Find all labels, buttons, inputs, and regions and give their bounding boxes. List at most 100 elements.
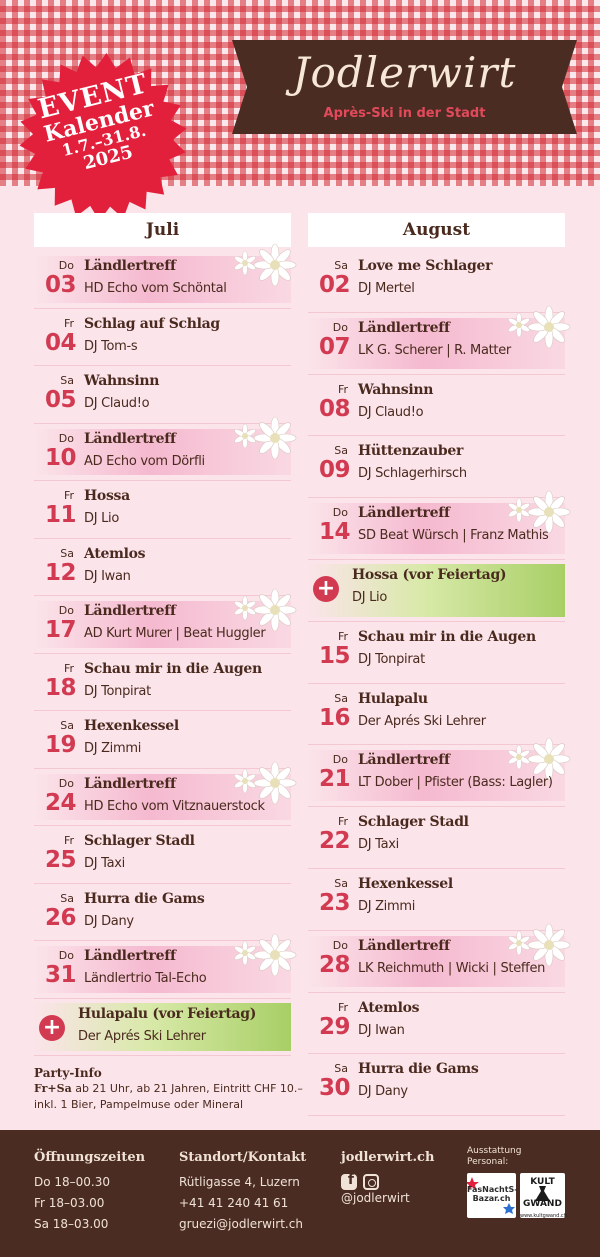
event-title: Ländlertreff — [358, 319, 450, 336]
jodlerwirt-logo[interactable]: Jodlerwirt Après-Ski in der Stadt — [232, 40, 577, 134]
event-weekday: Fr — [63, 489, 74, 502]
event-date: 14 — [318, 519, 351, 546]
edelweiss-icon — [508, 490, 571, 534]
web-social: jodlerwirt.ch @jodlerwirt — [341, 1147, 434, 1209]
event-performer: DJ Claud!o — [84, 396, 150, 411]
event-weekday: Sa — [334, 1062, 348, 1076]
event-row[interactable]: Fr 18 Schau mir in die Augen DJ Tonpirat — [34, 654, 291, 711]
email-link[interactable]: gruezi@jodlerwirt.ch — [179, 1217, 303, 1231]
hours-line: Fr 18–03.00 — [34, 1196, 105, 1210]
event-row[interactable]: Fr 08 Wahnsinn DJ Claud!o — [308, 375, 565, 437]
sponsor-label-line2: Personal: — [467, 1157, 509, 1167]
event-title: Schlager Stadl — [358, 814, 469, 831]
event-weekday: Fr — [337, 1000, 348, 1014]
event-row[interactable]: Do 07 Ländlertreff LK G. Scherer | R. Matte… — [308, 305, 571, 375]
event-kalender-badge: EVENT Kalender 1.7.–31.8. 2025 — [0, 34, 206, 240]
event-title: Hossa — [84, 488, 130, 504]
event-weekday: Sa — [334, 876, 348, 890]
sponsor-fasnachtsbazar-logo[interactable]: FasNachtS-Bazar.ch — [465, 1173, 518, 1218]
event-title: Ländlertreff — [84, 948, 176, 964]
event-row[interactable]: Sa 12 Atemlos DJ Iwan — [34, 539, 291, 596]
opening-hours: Öffnungszeiten Do 18–00.30 Fr 18–03.00 S… — [34, 1147, 145, 1235]
event-row[interactable]: Sa 16 Hulapalu Der Aprés Ski Lehrer — [308, 684, 565, 746]
event-title: Wahnsinn — [84, 373, 160, 389]
event-performer: Der Aprés Ski Lehrer — [78, 1028, 206, 1044]
website-link[interactable]: jodlerwirt.ch — [341, 1150, 435, 1165]
event-row[interactable]: Do 17 Ländlertreff AD Kurt Murer | Beat Hug… — [34, 588, 297, 654]
event-row[interactable]: Sa 05 Wahnsinn DJ Claud!o — [34, 366, 291, 424]
sponsor2-url: www.kultgwand.ch — [520, 1213, 567, 1219]
event-weekday: Fr — [337, 815, 348, 829]
plus-icon: + — [313, 575, 339, 602]
address: Rütligasse 4, Luzern — [179, 1175, 300, 1189]
event-weekday: Do — [332, 320, 348, 334]
party-info-line1: Fr+Sa ab 21 Uhr, ab 21 Jahren, Eintritt … — [34, 1081, 304, 1097]
party-info-text1: ab 21 Uhr, ab 21 Jahren, Eintritt CHF 10… — [71, 1082, 303, 1095]
event-row[interactable]: Sa 02 Love me Schlager DJ Mertel — [308, 251, 565, 313]
event-weekday: Sa — [334, 259, 348, 272]
footer: Öffnungszeiten Do 18–00.30 Fr 18–03.00 S… — [0, 1130, 600, 1257]
event-row[interactable]: Fr 11 Hossa DJ Lio — [34, 481, 291, 539]
event-performer: DJ Zimmi — [358, 898, 416, 914]
event-title: Ländlertreff — [84, 258, 176, 274]
event-performer: HD Echo vom Schöntal — [84, 281, 227, 296]
august-event-list: Sa 02 Love me Schlager DJ Mertel Do 07 Ländler… — [308, 251, 571, 1117]
event-weekday: Fr — [63, 316, 74, 330]
event-weekday: Sa — [334, 444, 348, 458]
party-info: Party-Info Fr+Sa ab 21 Uhr, ab 21 Jahren… — [34, 1065, 304, 1113]
event-row[interactable]: Do 28 Ländlertreff LK Reichmuth | Wicki | S… — [308, 923, 571, 993]
event-weekday: Sa — [60, 546, 74, 560]
event-row[interactable]: Sa 23 Hexenkessel DJ Zimmi — [308, 869, 565, 931]
event-date: 02 — [318, 272, 351, 298]
instagram-icon[interactable] — [363, 1174, 379, 1190]
phone-link[interactable]: +41 41 240 41 61 — [179, 1196, 289, 1210]
event-row[interactable]: Do 24 Ländlertreff HD Echo vom Vitznauersto… — [34, 761, 297, 826]
plus-icon: + — [39, 1014, 65, 1041]
sponsor-label-line1: Ausstattung — [467, 1146, 522, 1156]
holiday-event-row[interactable]: + Hossa (vor Feiertag) DJ Lio — [308, 560, 565, 622]
event-title: Schau mir in die Augen — [84, 660, 262, 677]
event-performer: Der Aprés Ski Lehrer — [358, 713, 486, 729]
event-performer: AD Echo vom Dörfli — [84, 453, 205, 469]
event-date: 19 — [44, 732, 77, 758]
event-row[interactable]: Do 31 Ländlertreff Ländlertrio Tal-Echo — [34, 933, 297, 999]
july-event-list: Do 03 Ländlertreff HD Echo vom Schöntal Fr 04… — [34, 243, 297, 1056]
event-performer: DJ Lio — [84, 511, 119, 526]
event-title: Ländlertreff — [358, 505, 450, 522]
august-column: August Sa 02 Love me Schlager DJ Mertel Do 07… — [308, 213, 571, 1117]
holiday-event-row[interactable]: + Hulapalu (vor Feiertag) Der Aprés Ski Le… — [34, 999, 291, 1056]
sponsor1-name: FasNachtS-Bazar.ch — [467, 1185, 518, 1203]
event-performer: DJ Taxi — [84, 856, 125, 871]
event-title: Wahnsinn — [358, 381, 434, 398]
event-title: Schlager Stadl — [84, 833, 195, 849]
event-row[interactable]: Fr 29 Atemlos DJ Iwan — [308, 993, 565, 1055]
event-performer: DJ Iwan — [358, 1022, 405, 1038]
event-row[interactable]: Sa 30 Hurra die Gams DJ Dany — [308, 1054, 565, 1117]
event-date: 25 — [44, 847, 77, 873]
event-performer: LK Reichmuth | Wicki | Steffen — [358, 960, 546, 976]
facebook-icon[interactable] — [341, 1170, 357, 1191]
event-weekday: Do — [58, 604, 74, 617]
event-weekday: Do — [332, 753, 348, 767]
event-date: 16 — [318, 704, 351, 731]
event-date: 26 — [44, 904, 77, 931]
edelweiss-icon — [508, 305, 571, 349]
event-row[interactable]: Fr 04 Schlag auf Schlag DJ Tom-s — [34, 309, 291, 366]
event-title: Ländlertreff — [84, 430, 176, 447]
event-performer: DJ Zimmi — [84, 741, 142, 756]
sponsor-kultgwand-logo[interactable]: KULT GWAND www.kultgwand.ch — [520, 1173, 567, 1219]
event-weekday: Do — [332, 506, 348, 520]
event-row[interactable]: Sa 19 Hexenkessel DJ Zimmi — [34, 711, 291, 769]
event-row[interactable]: Do 03 Ländlertreff HD Echo vom Schöntal — [34, 243, 297, 309]
event-row[interactable]: Sa 26 Hurra die Gams DJ Dany — [34, 884, 291, 941]
event-row[interactable]: Fr 15 Schau mir in die Augen DJ Tonpirat — [308, 622, 565, 684]
event-row[interactable]: Do 21 Ländlertreff LT Dober | Pfister (Bass… — [308, 738, 571, 808]
event-row[interactable]: Do 10 Ländlertreff AD Echo vom Dörfli — [34, 416, 297, 481]
event-title: Hulapalu — [358, 690, 428, 707]
event-weekday: Fr — [337, 382, 348, 396]
event-row[interactable]: Do 14 Ländlertreff SD Beat Würsch | Franz M… — [308, 490, 571, 560]
event-row[interactable]: Fr 25 Schlager Stadl DJ Taxi — [34, 826, 291, 884]
event-row[interactable]: Sa 09 Hüttenzauber DJ Schlagerhirsch — [308, 436, 565, 499]
event-row[interactable]: Fr 22 Schlager Stadl DJ Taxi — [308, 807, 565, 869]
social-handle[interactable]: @jodlerwirt — [341, 1191, 410, 1205]
